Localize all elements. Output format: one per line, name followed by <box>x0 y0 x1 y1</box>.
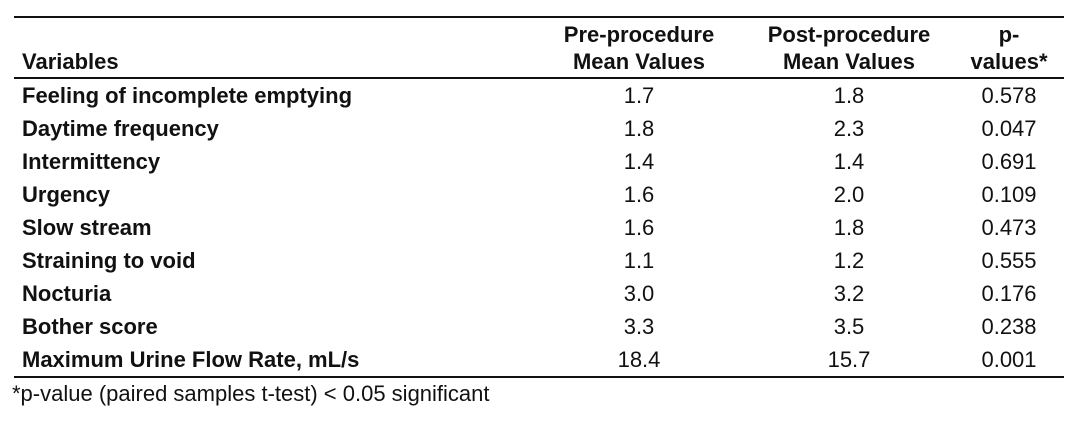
pre-value-cell: 1.6 <box>623 214 655 240</box>
p-value-cell: 0.109 <box>981 181 1037 207</box>
variable-cell: Feeling of incomplete emptying <box>22 82 353 108</box>
pre-value-cell: 1.1 <box>623 247 655 273</box>
variable-cell: Daytime frequency <box>22 115 219 141</box>
table-body: Feeling of incomplete emptying 1.7 1.8 0… <box>14 78 1064 377</box>
table-row: Slow stream 1.6 1.8 0.473 <box>14 211 1064 244</box>
table-row: Nocturia 3.0 3.2 0.176 <box>14 277 1064 310</box>
variable-cell: Intermittency <box>22 148 161 174</box>
post-value-cell: 1.4 <box>833 148 865 174</box>
results-table-container: Variables Pre-procedure Mean Values Post… <box>14 16 1064 378</box>
variable-cell: Maximum Urine Flow Rate, mL/s <box>22 346 360 372</box>
table-row: Daytime frequency 1.8 2.3 0.047 <box>14 112 1064 145</box>
table-row: Intermittency 1.4 1.4 0.691 <box>14 145 1064 178</box>
post-value-cell: 1.8 <box>833 82 865 108</box>
header-pre-procedure: Pre-procedure Mean Values <box>563 22 715 74</box>
pre-value-cell: 3.3 <box>623 313 655 339</box>
variable-cell: Slow stream <box>22 214 152 240</box>
p-value-cell: 0.473 <box>981 214 1037 240</box>
table-row: Maximum Urine Flow Rate, mL/s 18.4 15.7 … <box>14 343 1064 377</box>
p-value-cell: 0.555 <box>981 247 1037 273</box>
post-value-cell: 1.8 <box>833 214 865 240</box>
post-value-cell: 3.5 <box>833 313 865 339</box>
post-value-cell: 2.3 <box>833 115 865 141</box>
pre-value-cell: 3.0 <box>623 280 655 306</box>
header-p-values: p- values* <box>970 22 1048 74</box>
p-value-cell: 0.001 <box>981 346 1037 372</box>
header-variables: Variables <box>22 49 119 74</box>
post-value-cell: 2.0 <box>833 181 865 207</box>
variable-cell: Straining to void <box>22 247 196 273</box>
header-row: Variables Pre-procedure Mean Values Post… <box>14 17 1064 78</box>
pre-value-cell: 1.4 <box>623 148 655 174</box>
table-footnote: *p-value (paired samples t-test) < 0.05 … <box>12 381 490 406</box>
pre-value-cell: 1.6 <box>623 181 655 207</box>
results-table: Variables Pre-procedure Mean Values Post… <box>14 16 1064 378</box>
p-value-cell: 0.176 <box>981 280 1037 306</box>
pre-value-cell: 1.7 <box>623 82 655 108</box>
p-value-cell: 0.238 <box>981 313 1037 339</box>
header-post-procedure: Post-procedure Mean Values <box>767 22 931 74</box>
p-value-cell: 0.691 <box>981 148 1037 174</box>
table-row: Urgency 1.6 2.0 0.109 <box>14 178 1064 211</box>
post-value-cell: 1.2 <box>833 247 865 273</box>
table-row: Straining to void 1.1 1.2 0.555 <box>14 244 1064 277</box>
table-row: Feeling of incomplete emptying 1.7 1.8 0… <box>14 78 1064 112</box>
post-value-cell: 3.2 <box>833 280 865 306</box>
table-row: Bother score 3.3 3.5 0.238 <box>14 310 1064 343</box>
variable-cell: Bother score <box>22 313 158 339</box>
variable-cell: Urgency <box>22 181 111 207</box>
table-header: Variables Pre-procedure Mean Values Post… <box>14 17 1064 78</box>
p-value-cell: 0.047 <box>981 115 1037 141</box>
pre-value-cell: 1.8 <box>623 115 655 141</box>
p-value-cell: 0.578 <box>981 82 1037 108</box>
post-value-cell: 15.7 <box>827 346 871 372</box>
variable-cell: Nocturia <box>22 280 112 306</box>
pre-value-cell: 18.4 <box>617 346 661 372</box>
